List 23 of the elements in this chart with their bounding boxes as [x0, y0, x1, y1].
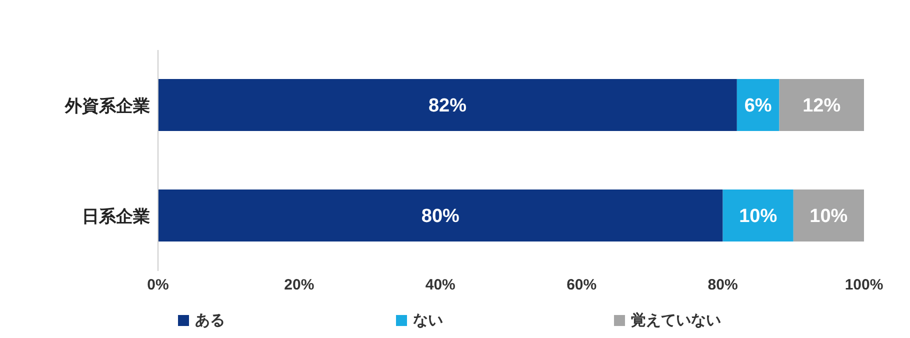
x-tick-label: 80% [708, 276, 738, 294]
bar [158, 190, 723, 242]
legend-label: 覚えていない [631, 311, 721, 330]
data-label: 10% [739, 206, 778, 228]
bar [722, 190, 794, 242]
x-tick-label: 40% [425, 276, 456, 294]
x-tick-label: 100% [844, 276, 884, 294]
data-label: 10% [810, 206, 848, 228]
x-tick-label: 0% [147, 276, 169, 294]
data-label: 80% [421, 206, 460, 228]
data-label: 6% [744, 96, 772, 117]
data-label: 82% [428, 96, 467, 117]
legend-label: ある [195, 311, 225, 330]
data-label: 12% [802, 96, 841, 117]
bar [158, 79, 737, 131]
y-tick-label: 日系企業 [82, 206, 150, 226]
x-tick-label: 20% [284, 276, 314, 294]
bar [779, 79, 864, 131]
legend-label: ない [413, 311, 443, 330]
bar [736, 79, 780, 131]
x-tick-label: 60% [566, 276, 597, 294]
bar [793, 190, 864, 242]
y-tick-label: 外資系企業 [64, 96, 150, 116]
